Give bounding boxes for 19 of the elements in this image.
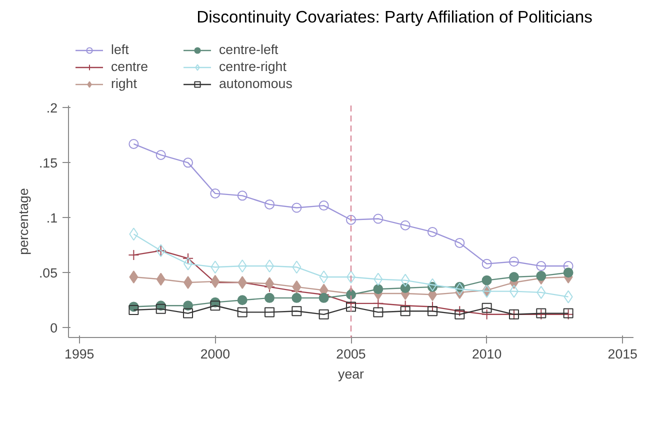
y-axis-title: percentage: [16, 188, 31, 255]
x-tick-label: 2010: [472, 346, 502, 362]
legend-label: autonomous: [219, 76, 292, 91]
chart-title: Discontinuity Covariates: Party Affiliation of Politicians: [196, 8, 593, 26]
legend-label: left: [111, 42, 130, 57]
legend-label: centre: [111, 59, 150, 74]
y-tick-label: .15: [38, 156, 58, 171]
y-tick-label: .1: [46, 210, 58, 226]
y-tick-label: .2: [46, 100, 58, 116]
legend-label: centre-left: [219, 42, 280, 57]
x-tick-label: 2005: [336, 346, 366, 362]
x-axis-title: year: [338, 366, 365, 382]
y-tick-label: .05: [38, 266, 58, 281]
x-tick-label: 1995: [64, 346, 94, 362]
x-tick-label: 2015: [608, 346, 638, 362]
legend-label: right: [111, 76, 138, 91]
x-tick-label: 2000: [200, 346, 230, 362]
y-tick-label: 0: [50, 320, 58, 336]
legend-label: centre-right: [219, 59, 288, 74]
